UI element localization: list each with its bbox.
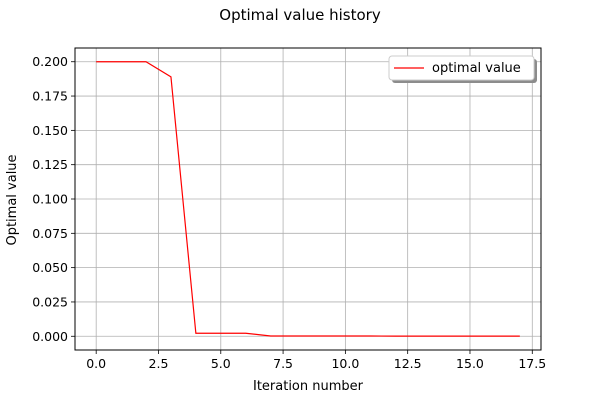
x-tick-label: 15.0 [456,356,484,371]
y-axis-label: Optimal value [5,154,20,245]
legend-label: optimal value [432,61,521,76]
x-axis: 0.0 2.5 5.0 7.5 10.0 12.5 15.0 17.5 [86,350,546,371]
y-tick-label: 0.050 [32,260,68,275]
x-tick-label: 0.0 [86,356,106,371]
y-axis: 0.000 0.025 0.050 0.075 0.100 0.125 0.150 0.175… [32,54,75,344]
y-tick-label: 0.000 [32,329,68,344]
x-tick-label: 12.5 [394,356,422,371]
y-tick-label: 0.100 [32,192,68,207]
series-layer [96,61,520,337]
y-tick-label: 0.075 [32,226,68,241]
x-tick-label: 5.0 [211,356,231,371]
chart-title: Optimal value history [219,6,381,24]
y-tick-label: 0.125 [32,157,68,172]
y-tick-label: 0.150 [32,123,68,138]
x-tick-label: 2.5 [149,356,169,371]
grid [75,48,541,350]
x-tick-label: 7.5 [273,356,293,371]
x-tick-label: 17.5 [518,356,546,371]
x-tick-label: 10.0 [331,356,359,371]
legend-box [388,55,535,81]
x-axis-label: Iteration number [253,379,364,394]
y-tick-label: 0.025 [32,294,68,309]
series-line [96,61,520,337]
y-tick-label: 0.175 [32,89,68,104]
legend: optimal value [388,55,537,83]
y-tick-label: 0.200 [32,54,68,69]
